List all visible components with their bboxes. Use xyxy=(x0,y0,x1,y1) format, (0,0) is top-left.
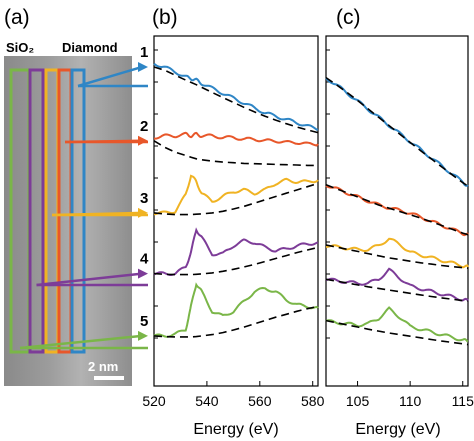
panel-c-series xyxy=(325,76,469,346)
connector-segment-1 xyxy=(77,65,143,88)
panel-c-series-4-baseline xyxy=(325,278,469,302)
panel-b-series-1-baseline xyxy=(153,66,319,134)
micrograph-box-5 xyxy=(70,68,86,354)
trace-number-3: 3 xyxy=(140,190,148,207)
connector-segment-3 xyxy=(51,211,143,217)
panel-c-series-2-baseline xyxy=(325,184,469,236)
panel-b-x-tick-label: 560 xyxy=(248,393,272,409)
panel-b-series-5-baseline xyxy=(153,305,319,338)
panel-c-series-2-line xyxy=(325,184,469,237)
panel-b-frame xyxy=(153,35,319,387)
connector-segment-5 xyxy=(19,334,143,350)
connector-segment-2 xyxy=(64,139,143,144)
trace-number-1: 1 xyxy=(140,44,148,61)
panel-b-series-2-line xyxy=(153,131,319,147)
panel-label-a: (a) xyxy=(4,6,30,29)
connector-arrowhead-3 xyxy=(138,207,148,218)
panel-c-x-tick-label: 115 xyxy=(452,393,474,409)
panel-b-series-4-line xyxy=(153,227,319,276)
panel-c-series-1-baseline xyxy=(325,76,469,187)
panel-c: 105 110 115 Energy (eV) xyxy=(325,35,474,438)
panel-c-series-4-line xyxy=(325,267,469,302)
connector-arrowhead-1 xyxy=(138,61,148,72)
panel-b-series-2-baseline xyxy=(153,140,318,167)
panel-b-x-tick-label: 520 xyxy=(142,393,166,409)
panel-c-series-3-baseline xyxy=(325,244,469,269)
panel-b-series-3-line xyxy=(153,174,319,216)
panel-b-series-3-baseline xyxy=(153,182,319,216)
connector-arrows xyxy=(19,61,148,350)
panel-b-series-1-line xyxy=(153,62,319,131)
panel-b-x-ticks: 520 540 560 580 xyxy=(142,49,325,409)
diamond-label: Diamond xyxy=(62,40,118,55)
panel-c-x-tick-label: 105 xyxy=(346,393,370,409)
panel-b: 520 540 560 580 1 2 3 4 5 Energy (eV) xyxy=(140,35,325,438)
connector-arrowhead-2 xyxy=(138,135,148,146)
panel-c-x-axis-label: Energy (eV) xyxy=(355,421,440,438)
trace-number-5: 5 xyxy=(140,313,148,330)
panel-c-x-ticks: 105 110 115 xyxy=(326,49,474,409)
panel-c-series-3-line xyxy=(326,237,469,269)
panel-b-series-5-line xyxy=(153,282,319,338)
sio2-label: SiO₂ xyxy=(6,40,34,55)
micrograph-image xyxy=(4,56,132,386)
trace-number-2: 2 xyxy=(140,118,148,135)
panel-b-trace-numbers: 1 2 3 4 5 xyxy=(140,44,149,330)
panel-c-series-5-line xyxy=(325,306,469,343)
scale-bar xyxy=(94,376,124,380)
connector-segment-4 xyxy=(36,272,143,287)
panel-c-series-5-baseline xyxy=(325,319,469,346)
panel-b-x-tick-label: 580 xyxy=(301,393,325,409)
panel-c-frame xyxy=(325,35,469,387)
panel-b-x-tick-label: 540 xyxy=(195,393,219,409)
panel-label-b: (b) xyxy=(152,6,178,29)
connector-arrowhead-4 xyxy=(138,268,148,279)
trace-number-4: 4 xyxy=(140,251,149,268)
panel-c-series-1-line xyxy=(325,77,469,188)
panel-c-x-tick-label: 110 xyxy=(399,393,422,409)
micrograph-box-2 xyxy=(28,68,45,354)
panel-label-c: (c) xyxy=(336,6,361,29)
panel-b-series-4-baseline xyxy=(153,246,319,276)
panel-b-x-axis-label: Energy (eV) xyxy=(193,421,278,438)
scale-bar-label: 2 nm xyxy=(88,359,118,374)
connector-arrowhead-5 xyxy=(138,330,148,341)
micrograph-panel: SiO₂ Diamond 2 nm xyxy=(4,40,132,386)
panel-b-series xyxy=(153,62,319,338)
micrograph-boxes xyxy=(9,68,86,354)
